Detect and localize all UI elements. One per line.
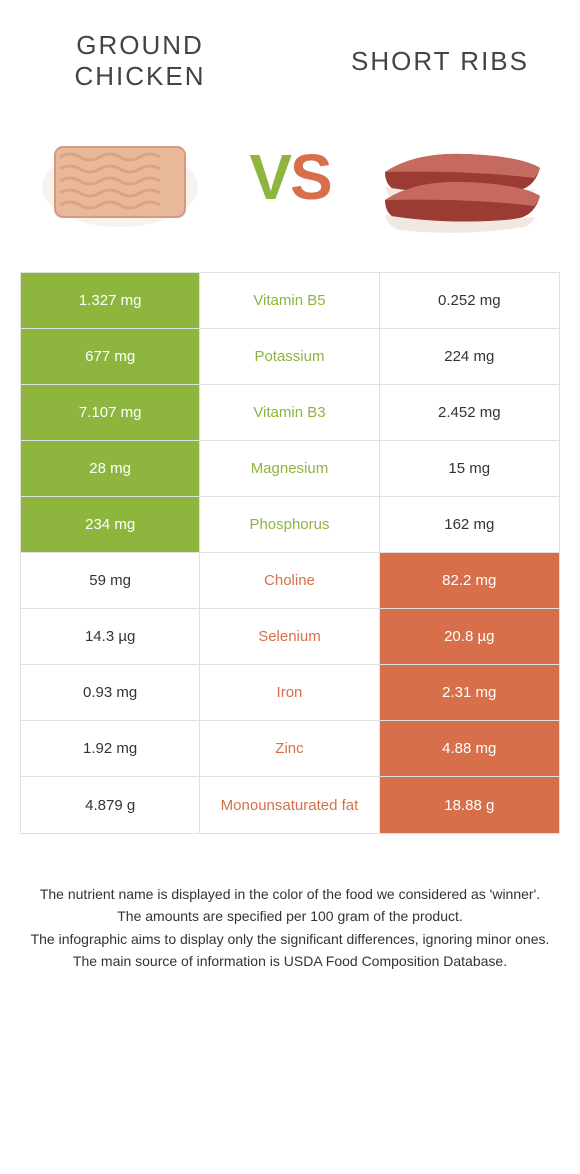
table-row: 59 mgCholine82.2 mg — [21, 553, 559, 609]
footer-line: The nutrient name is displayed in the co… — [30, 884, 550, 904]
right-value-cell: 224 mg — [380, 329, 559, 384]
right-value-cell: 15 mg — [380, 441, 559, 496]
left-value-cell: 28 mg — [21, 441, 200, 496]
vs-v: V — [249, 140, 290, 214]
right-value-cell: 2.31 mg — [380, 665, 559, 720]
right-value-cell: 2.452 mg — [380, 385, 559, 440]
images-row: VS — [0, 102, 580, 272]
left-value-cell: 7.107 mg — [21, 385, 200, 440]
right-value-cell: 18.88 g — [380, 777, 559, 833]
table-row: 14.3 µgSelenium20.8 µg — [21, 609, 559, 665]
table-row: 7.107 mgVitamin B32.452 mg — [21, 385, 559, 441]
right-value-cell: 0.252 mg — [380, 273, 559, 328]
left-value-cell: 59 mg — [21, 553, 200, 608]
left-food-title: GROUND CHICKEN — [40, 30, 240, 92]
table-row: 4.879 gMonounsaturated fat18.88 g — [21, 777, 559, 833]
left-value-cell: 14.3 µg — [21, 609, 200, 664]
vs-label: VS — [249, 140, 330, 214]
nutrient-name-cell: Choline — [200, 553, 379, 608]
vs-s: S — [290, 140, 331, 214]
right-value-cell: 162 mg — [380, 497, 559, 552]
footer-line: The amounts are specified per 100 gram o… — [30, 906, 550, 926]
left-value-cell: 234 mg — [21, 497, 200, 552]
short-ribs-image — [370, 112, 550, 242]
nutrient-name-cell: Phosphorus — [200, 497, 379, 552]
left-value-cell: 0.93 mg — [21, 665, 200, 720]
nutrient-comparison-table: 1.327 mgVitamin B50.252 mg677 mgPotassiu… — [20, 272, 560, 834]
right-value-cell: 20.8 µg — [380, 609, 559, 664]
right-food-title: SHORT RIBS — [340, 46, 540, 77]
table-row: 677 mgPotassium224 mg — [21, 329, 559, 385]
left-value-cell: 4.879 g — [21, 777, 200, 833]
table-row: 28 mgMagnesium15 mg — [21, 441, 559, 497]
nutrient-name-cell: Vitamin B5 — [200, 273, 379, 328]
table-row: 1.327 mgVitamin B50.252 mg — [21, 273, 559, 329]
nutrient-name-cell: Iron — [200, 665, 379, 720]
nutrient-name-cell: Potassium — [200, 329, 379, 384]
table-row: 1.92 mgZinc4.88 mg — [21, 721, 559, 777]
left-value-cell: 677 mg — [21, 329, 200, 384]
right-value-cell: 82.2 mg — [380, 553, 559, 608]
table-row: 0.93 mgIron2.31 mg — [21, 665, 559, 721]
nutrient-name-cell: Vitamin B3 — [200, 385, 379, 440]
footer-line: The main source of information is USDA F… — [30, 951, 550, 971]
footer-notes: The nutrient name is displayed in the co… — [0, 834, 580, 971]
nutrient-name-cell: Magnesium — [200, 441, 379, 496]
left-value-cell: 1.327 mg — [21, 273, 200, 328]
table-row: 234 mgPhosphorus162 mg — [21, 497, 559, 553]
nutrient-name-cell: Selenium — [200, 609, 379, 664]
nutrient-name-cell: Monounsaturated fat — [200, 777, 379, 833]
right-value-cell: 4.88 mg — [380, 721, 559, 776]
ground-chicken-image — [30, 112, 210, 242]
left-value-cell: 1.92 mg — [21, 721, 200, 776]
nutrient-name-cell: Zinc — [200, 721, 379, 776]
footer-line: The infographic aims to display only the… — [30, 929, 550, 949]
header: GROUND CHICKEN SHORT RIBS — [0, 0, 580, 102]
